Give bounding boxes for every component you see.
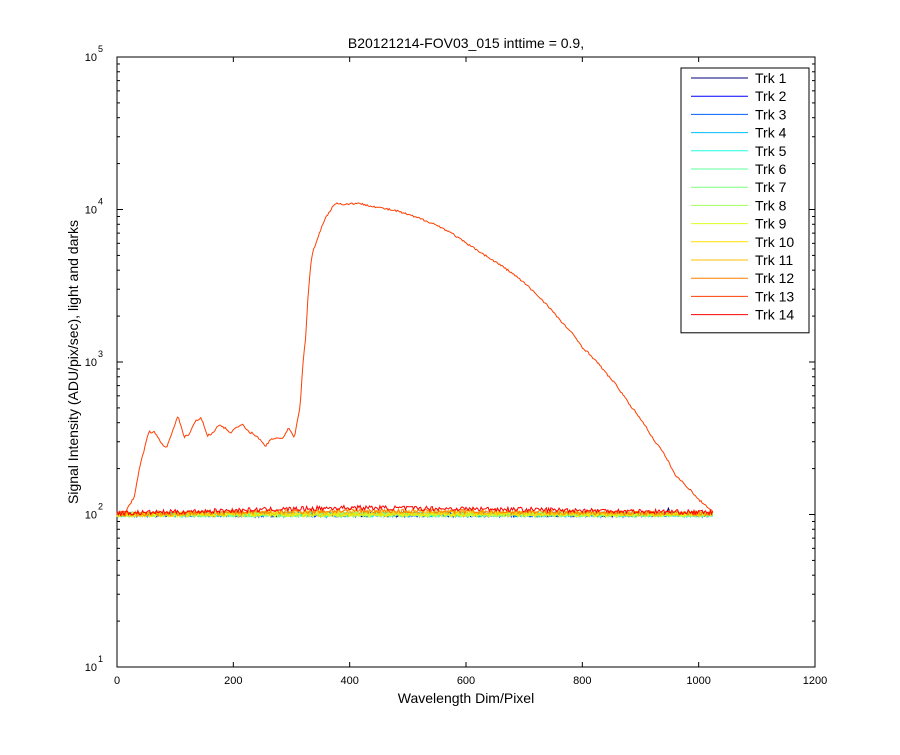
x-tick-label: 800 bbox=[573, 675, 591, 687]
x-tick-label: 200 bbox=[224, 675, 242, 687]
legend-label: Trk 2 bbox=[755, 88, 787, 104]
y-tick-label-base: 10 bbox=[85, 510, 97, 522]
legend: Trk 1 Trk 2 Trk 3 Trk 4 Trk 5 Trk 6 Trk 7 Trk 8… bbox=[680, 67, 810, 334]
legend-box bbox=[680, 67, 810, 334]
legend-label: Trk 4 bbox=[755, 125, 787, 141]
x-tick-label: 600 bbox=[457, 675, 475, 687]
y-axis-label: Signal Intensity (ADU/pix/sec), light an… bbox=[65, 220, 81, 504]
legend-label: Trk 10 bbox=[755, 234, 794, 250]
legend-label: Trk 7 bbox=[755, 179, 787, 195]
y-tick-label-base: 10 bbox=[85, 205, 97, 217]
series-lines bbox=[116, 202, 714, 519]
x-axis-ticks: 0 200 400 600 800 1000 1200 bbox=[114, 57, 827, 687]
x-tick-label: 400 bbox=[340, 675, 358, 687]
y-tick-label-exponent: 4 bbox=[98, 197, 103, 207]
x-tick-label: 1000 bbox=[686, 675, 710, 687]
legend-label: Trk 1 bbox=[755, 70, 787, 86]
series-line-trk-13 bbox=[116, 202, 714, 515]
x-axis-label: Wavelength Dim/Pixel bbox=[398, 690, 534, 706]
legend-label: Trk 9 bbox=[755, 216, 787, 232]
y-tick-label-base: 10 bbox=[85, 357, 97, 369]
legend-label: Trk 11 bbox=[755, 252, 793, 268]
chart-title: B20121214-FOV03_015 inttime = 0.9, bbox=[348, 35, 584, 51]
legend-label: Trk 12 bbox=[755, 270, 794, 286]
y-tick-label-base: 10 bbox=[85, 662, 97, 674]
y-tick-label-exponent: 2 bbox=[98, 502, 103, 512]
y-tick-label-exponent: 3 bbox=[98, 349, 103, 359]
x-tick-label: 1200 bbox=[803, 675, 827, 687]
y-tick-label-exponent: 1 bbox=[98, 654, 103, 664]
y-tick-label-base: 10 bbox=[85, 52, 97, 64]
legend-label: Trk 8 bbox=[755, 197, 787, 213]
series-line-trk-14 bbox=[116, 504, 714, 517]
series-line-trk-10 bbox=[116, 510, 714, 519]
legend-label: Trk 5 bbox=[755, 143, 787, 159]
legend-label: Trk 6 bbox=[755, 161, 787, 177]
y-tick-label-exponent: 5 bbox=[98, 44, 103, 54]
legend-label: Trk 14 bbox=[755, 307, 794, 323]
x-tick-label: 0 bbox=[114, 675, 120, 687]
legend-label: Trk 13 bbox=[755, 288, 794, 304]
legend-label: Trk 3 bbox=[755, 106, 787, 122]
